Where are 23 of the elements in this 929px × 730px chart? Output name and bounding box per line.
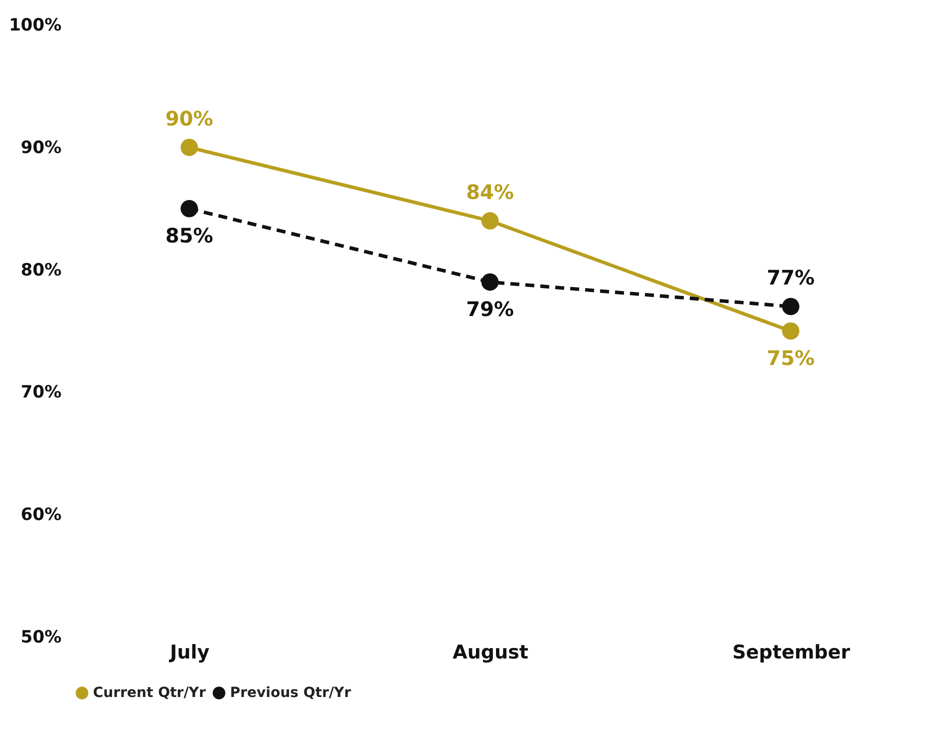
point bbox=[782, 298, 800, 316]
y-tick-label: 90% bbox=[20, 138, 62, 158]
legend-label: Previous Qtr/Yr bbox=[230, 685, 352, 701]
data-label: 75% bbox=[766, 346, 815, 370]
point bbox=[180, 138, 198, 156]
y-tick-label: 60% bbox=[20, 505, 62, 526]
x-tick-label: August bbox=[452, 642, 528, 664]
point bbox=[481, 273, 499, 291]
y-tick-label: 80% bbox=[20, 260, 62, 280]
data-label: 84% bbox=[466, 180, 514, 204]
point bbox=[180, 200, 198, 218]
point bbox=[481, 212, 499, 230]
legend-label: Current Qtr/Yr bbox=[93, 685, 206, 701]
point bbox=[782, 322, 800, 340]
x-tick-label: September bbox=[732, 642, 851, 664]
y-tick-label: 100% bbox=[8, 16, 62, 36]
data-label: 85% bbox=[165, 224, 214, 248]
data-label: 90% bbox=[165, 106, 214, 130]
y-tick-label: 50% bbox=[20, 628, 62, 648]
data-label: 79% bbox=[466, 297, 514, 322]
data-label: 77% bbox=[766, 266, 815, 290]
y-tick-label: 70% bbox=[20, 382, 62, 403]
x-tick-label: July bbox=[168, 642, 210, 664]
